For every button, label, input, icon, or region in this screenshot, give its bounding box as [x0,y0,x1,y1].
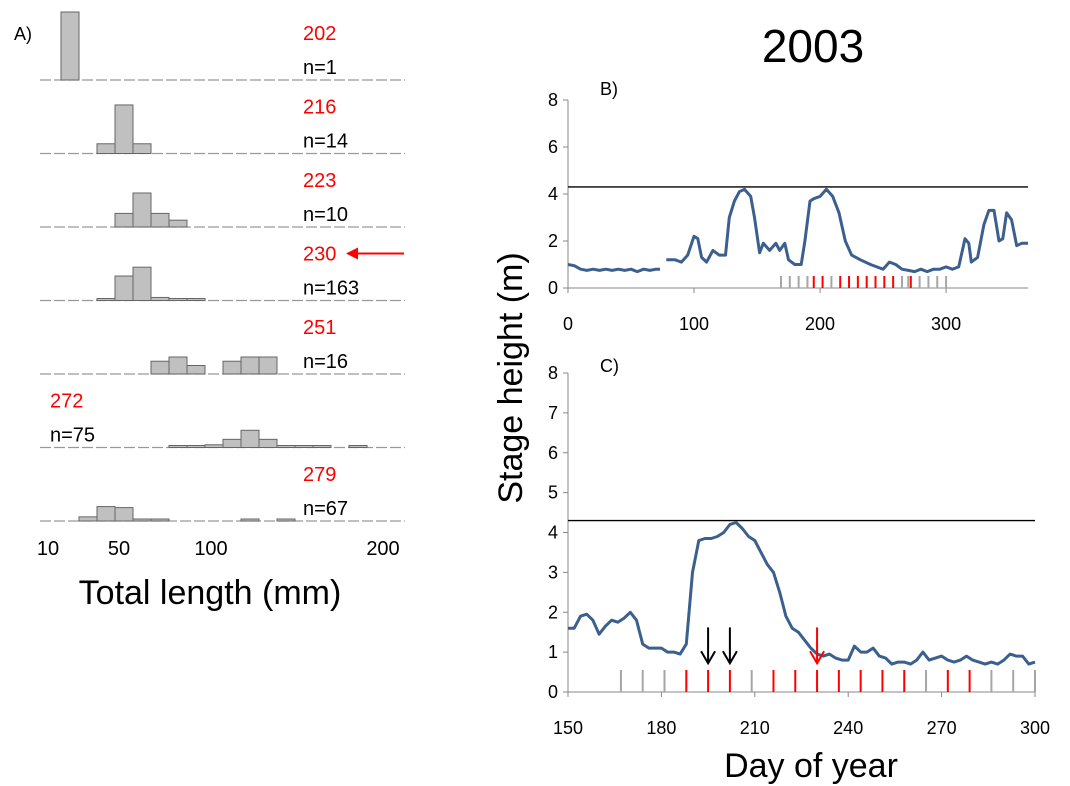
panel-b-chart: 0 2 4 6 8 0 100 200 300 [548,90,1028,334]
y-tick-label: 7 [548,403,558,423]
histogram-bar [132,518,152,522]
histogram-bar [114,507,134,522]
histogram-bar [96,506,116,522]
histogram-bar [240,429,260,448]
x-tick-label: 270 [927,718,957,738]
histogram-bar [204,444,224,448]
x-tick-label: 100 [679,314,709,334]
x-tick-label: 10 [37,538,59,560]
red-arrow-head [346,247,358,260]
black-arrow-head [722,650,738,666]
y-tick-label: 4 [548,184,558,204]
histogram-count-label: n=163 [303,278,359,300]
histogram-bar [114,212,134,228]
histogram-bar [150,360,170,375]
panel-b-label: B) [600,79,618,99]
histogram-count-label: n=10 [303,204,348,226]
histogram-bar [312,445,332,448]
x-tick-label: 200 [366,538,399,560]
x-tick-label: 180 [646,718,676,738]
histogram-day-label: 230 [303,244,336,266]
histogram-count-label: n=16 [303,351,348,373]
histogram-bar [186,365,206,375]
panel-c-chart: 0 1 2 3 4 5 6 7 8 150 180 210 240 270 300 [548,363,1050,738]
histogram-count-label: n=67 [303,498,348,520]
histogram-bar [114,275,134,301]
y-tick-label: 2 [548,602,558,622]
histogram-bar [294,445,314,448]
histogram-bar [168,445,188,448]
x-tick-label: 50 [108,538,130,560]
y-tick-label: 6 [548,137,558,157]
histogram-bar [276,445,296,448]
histogram-bar [222,360,242,375]
histogram-bar [168,356,188,375]
histogram-bar [132,143,152,155]
histogram-bar [258,356,278,375]
x-tick-label: 100 [194,538,227,560]
histogram-bar [78,516,98,522]
histogram-bar [222,438,242,448]
y-tick-label: 1 [548,642,558,662]
histogram-bar [150,212,170,228]
stage-height-line [567,263,660,274]
y-tick-label: 4 [548,523,558,543]
histogram-day-label: 279 [303,464,336,486]
histogram-count-label: n=1 [303,57,337,79]
histogram-bar [240,356,260,375]
y-tick-label: 0 [548,278,558,298]
histogram-bar [240,518,260,522]
histogram-bar [276,518,296,522]
panel-c-label: C) [600,356,619,376]
y-tick-label: 5 [548,483,558,503]
histogram-bar [60,11,80,81]
y-tick-label: 3 [548,562,558,582]
histogram-bar [114,104,134,154]
stage-height-line [568,521,1036,666]
histogram-bar [258,438,278,448]
x-tick-label: 150 [553,718,583,738]
x-tick-label: 300 [1020,718,1050,738]
histogram-count-label: n=75 [50,425,95,447]
histogram-count-label: n=14 [303,131,348,153]
histogram-bar [186,445,206,448]
stage-height-line [666,187,1028,274]
red-arrow-head [809,650,825,666]
y-tick-label: 2 [548,231,558,251]
histogram-bar [150,296,170,302]
x-tick-label: 240 [833,718,863,738]
black-arrow-head [700,650,716,666]
histogram-bar [132,266,152,301]
x-tick-label: 200 [805,314,835,334]
histogram-day-label: 251 [303,317,336,339]
panel-a-label: A) [14,24,32,44]
histogram-bar [186,298,206,301]
histogram-day-label: 216 [303,97,336,119]
histogram-day-label: 202 [303,23,336,45]
histogram-bar [96,143,116,155]
y-tick-label: 0 [548,682,558,702]
y-tick-label: 8 [548,363,558,383]
figure-title: 2003 [762,20,864,72]
y-tick-label: 6 [548,443,558,463]
x-tick-label: 210 [740,718,770,738]
panel-a-x-axis-title: Total length (mm) [79,574,342,612]
histogram-bar [96,298,116,301]
histogram-bar [132,192,152,228]
x-tick-label: 0 [563,314,573,334]
histogram-day-label: 272 [50,391,83,413]
x-tick-label: 300 [931,314,961,334]
panel-a-histograms: 202 n=1 216 n=14 223 n=10 230 n=163 251 n=16 272 n=… [37,11,405,560]
histogram-day-label: 223 [303,170,336,192]
histogram-bar [168,298,188,301]
y-tick-label: 8 [548,90,558,110]
y-axis-title: Stage height (m) [492,252,530,503]
histogram-bar [150,518,170,522]
histogram-bar [348,445,368,448]
histogram-bar [168,219,188,228]
panel-c-x-axis-title: Day of year [724,747,898,785]
